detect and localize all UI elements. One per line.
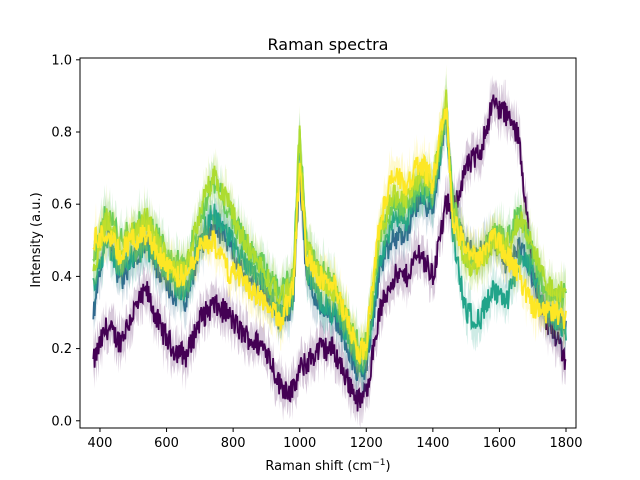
x-tick-label: 1000	[283, 436, 316, 451]
x-tick-label: 1200	[350, 436, 383, 451]
series-3-line	[92, 108, 567, 376]
chart-title: Raman spectra	[268, 35, 389, 54]
series-6-line	[92, 107, 567, 364]
x-axis-title-superscript: −1	[372, 458, 385, 468]
y-tick-label: 0.4	[51, 270, 72, 285]
x-tick-label: 1600	[483, 436, 516, 451]
x-tick-label: 400	[88, 436, 113, 451]
x-tick-label: 1400	[416, 436, 449, 451]
plot-area	[92, 64, 567, 429]
x-tick-label: 1800	[549, 436, 582, 451]
y-tick-label: 1.0	[51, 53, 72, 68]
y-tick-label: 0.0	[51, 414, 72, 429]
x-axis-title-suffix: )	[386, 459, 391, 474]
series-1-line	[92, 94, 567, 412]
x-tick-label: 800	[221, 436, 246, 451]
y-axis-title: Intensity (a.u.)	[29, 192, 44, 287]
series-2-band	[93, 89, 567, 397]
y-tick-label: 0.6	[51, 198, 72, 213]
axes-frame	[79, 57, 577, 429]
y-axis: 0.0 0.2 0.4 0.6 0.8 1.0	[51, 53, 80, 429]
x-axis-title-main: Raman shift (cm	[265, 459, 372, 474]
x-axis-title: Raman shift (cm−1)	[265, 458, 390, 474]
x-axis: 400 600 800 1000 1200 1400 1600 1800	[88, 428, 583, 451]
x-tick-label: 600	[154, 436, 179, 451]
y-tick-label: 0.8	[51, 126, 72, 141]
y-tick-label: 0.2	[51, 342, 72, 357]
